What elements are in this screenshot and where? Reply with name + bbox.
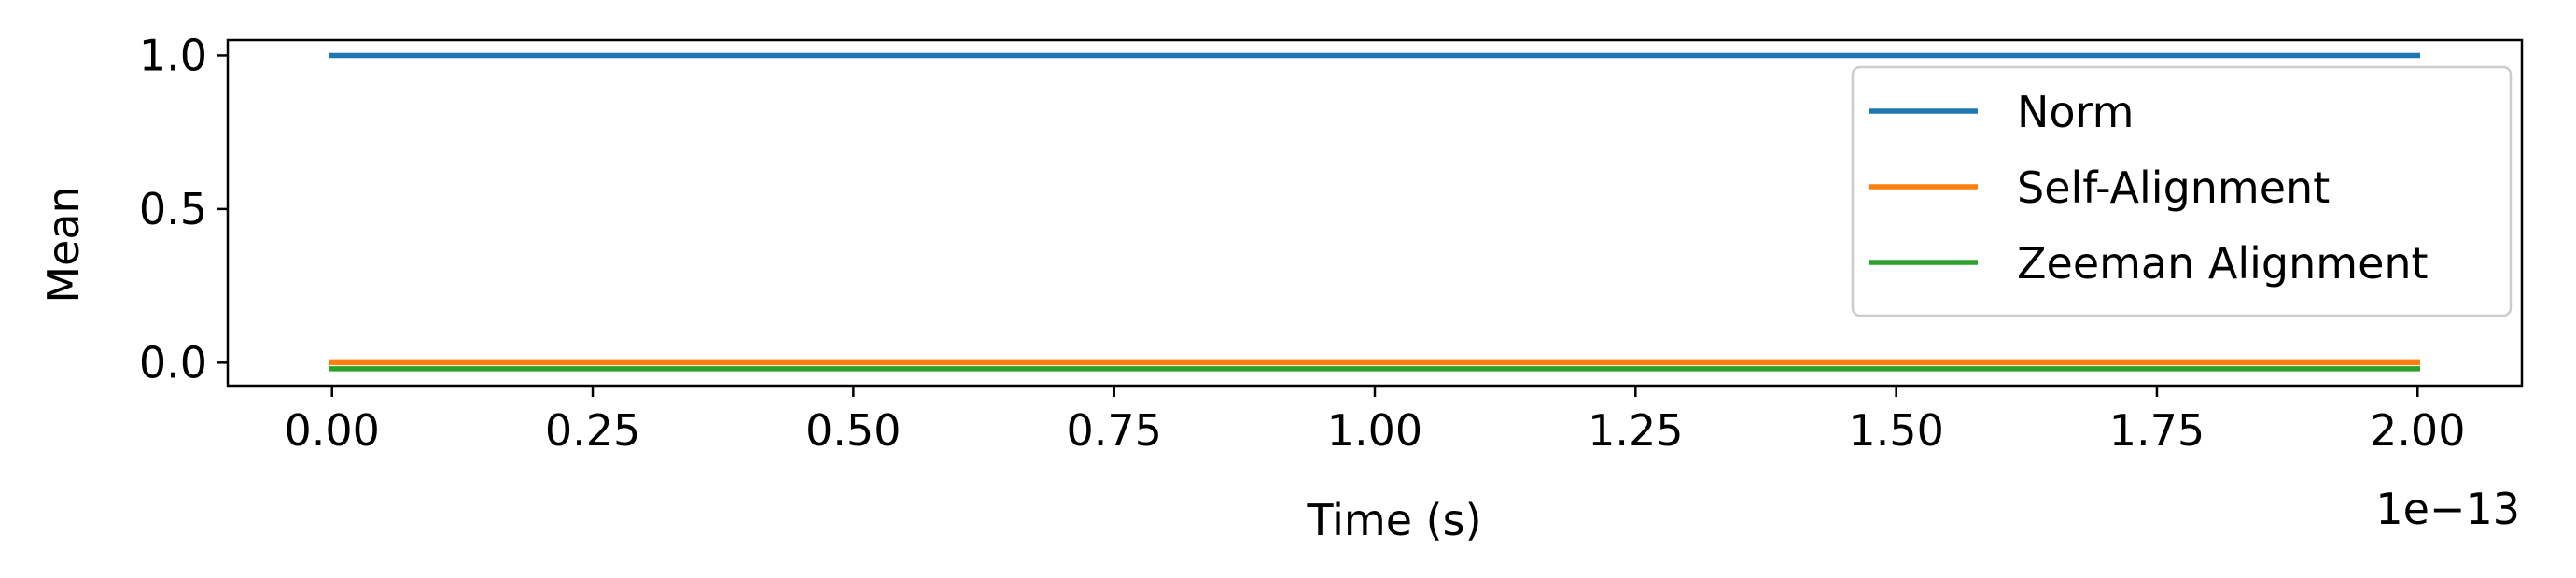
x-tick-label: 0.75 [1066,405,1161,456]
x-tick-label: 0.50 [805,405,901,456]
y-tick-label: 1.0 [139,30,207,80]
y-axis-ticks: 0.0 0.5 1.0 [139,30,228,388]
legend-label-2: Zeeman Alignment [2017,238,2429,289]
legend-label-0: Norm [2017,87,2134,137]
series-layer [329,52,2421,372]
x-tick-label: 1.25 [1588,405,1683,456]
x-tick-label: 2.00 [2370,405,2465,456]
legend-label-1: Self-Alignment [2017,162,2330,213]
x-tick-label: 1.50 [1848,405,1943,456]
y-tick-label: 0.5 [139,184,207,234]
y-axis-label: Mean [38,186,89,303]
legend-box [1851,65,2513,317]
x-axis-label: Time (s) [1306,495,1481,545]
x-axis-offset-label: 1e−13 [2375,484,2520,534]
x-axis-ticks: 0.00 0.25 0.50 0.75 1.00 1.25 1.50 1.75 2.00 [285,386,2465,456]
legend-entries: Norm Self-Alignment Zeeman Alignment [1869,87,2429,289]
x-tick-label: 0.00 [285,405,380,456]
x-tick-label: 1.75 [2109,405,2205,456]
y-tick-label: 0.0 [139,337,207,388]
x-tick-label: 0.25 [545,405,640,456]
x-tick-label: 1.00 [1327,405,1422,456]
legend: Norm Self-Alignment Zeeman Alignment [1851,65,2513,317]
